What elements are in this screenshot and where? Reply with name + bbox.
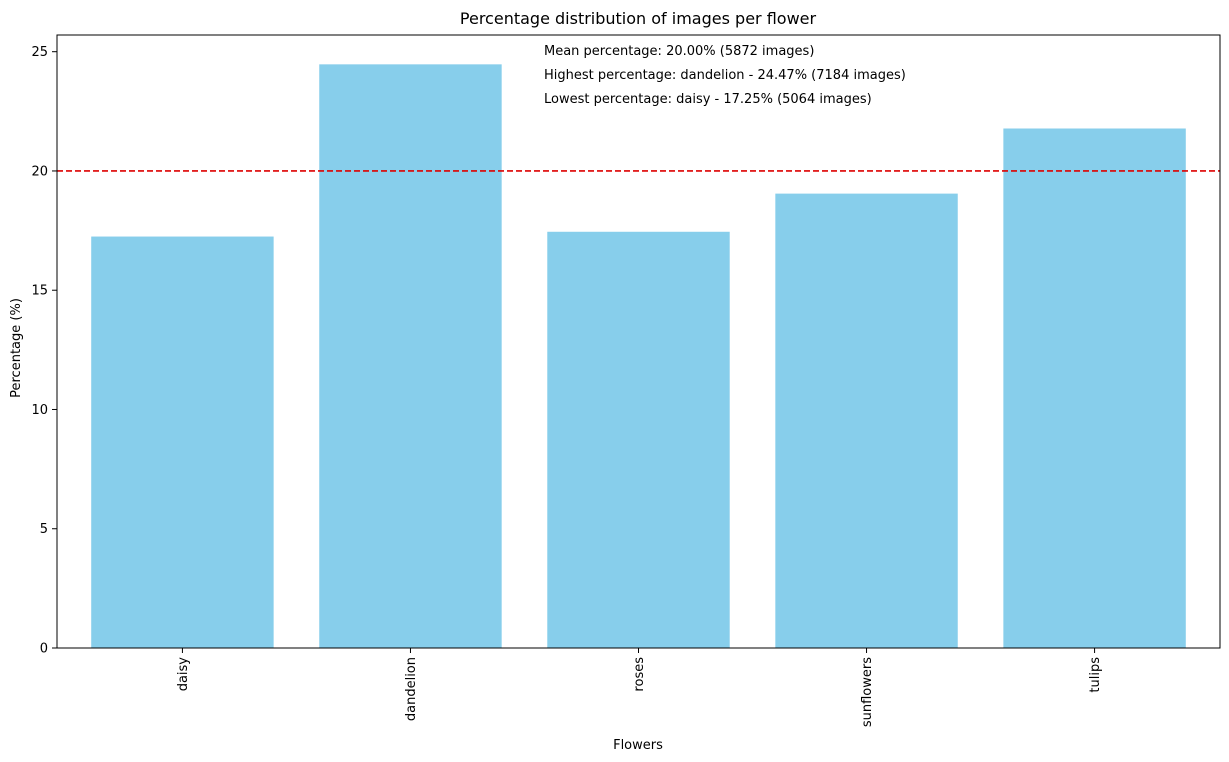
x-tick-label-tulips: tulips <box>1088 657 1103 693</box>
x-tick-label-daisy: daisy <box>176 657 191 692</box>
y-tick-label: 20 <box>31 164 48 179</box>
y-tick-label: 5 <box>40 522 48 537</box>
annotations-group: Mean percentage: 20.00% (5872 images) Hig… <box>544 44 906 107</box>
annotation-3: Lowest percentage: daisy - 17.25% (5064 … <box>544 92 872 107</box>
x-ticks-group: daisy dandelion roses sunflowers tulips <box>176 648 1103 727</box>
x-tick-label-dandelion: dandelion <box>404 657 419 721</box>
y-tick-label: 25 <box>31 45 48 60</box>
bar-dandelion <box>319 64 502 649</box>
bar-roses <box>547 231 730 648</box>
y-tick-label: 0 <box>40 642 48 657</box>
annotation-2: Highest percentage: dandelion - 24.47% (… <box>544 68 906 83</box>
y-ticks-group: 0 5 10 15 20 25 <box>31 45 57 657</box>
y-tick-label: 10 <box>31 403 48 418</box>
x-tick-label-sunflowers: sunflowers <box>860 657 875 727</box>
annotation-1: Mean percentage: 20.00% (5872 images) <box>544 44 814 59</box>
y-axis-label: Percentage (%) <box>9 298 24 398</box>
bars-group <box>91 64 1186 649</box>
x-axis-label: Flowers <box>613 738 663 753</box>
bar-tulips <box>1003 128 1186 648</box>
bar-sunflowers <box>775 193 958 648</box>
bar-daisy <box>91 236 274 649</box>
x-tick-label-roses: roses <box>632 657 647 692</box>
chart-title: Percentage distribution of images per fl… <box>460 9 817 28</box>
y-tick-label: 15 <box>31 284 48 299</box>
